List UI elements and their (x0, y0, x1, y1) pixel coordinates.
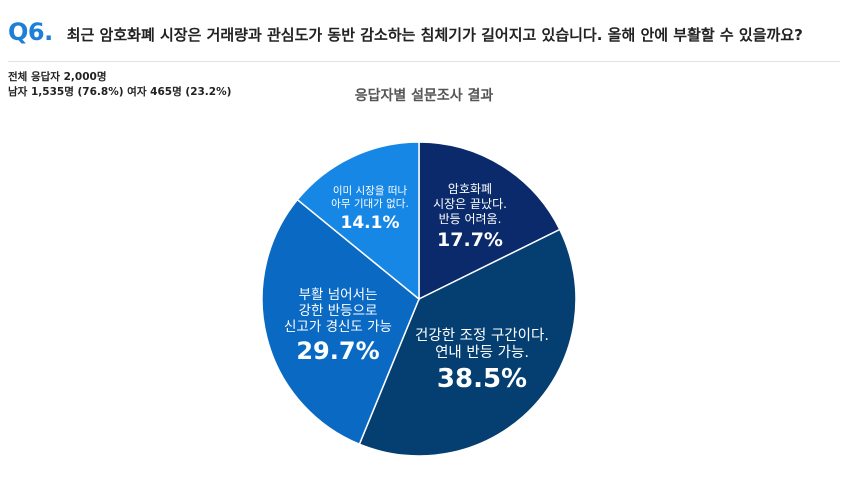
total-respondents: 전체 응답자 2,000명 (8, 71, 107, 83)
slice-3-percent: 29.7% (296, 337, 379, 365)
question-number: Q6. (8, 18, 53, 46)
slice-4-label-line: 이미 시장을 떠나 (333, 185, 408, 197)
question-header: Q6. 최근 암호화폐 시장은 거래량과 관심도가 동반 감소하는 침체기가 길… (8, 18, 840, 46)
slice-4-label-line: 아무 기대가 없다. (331, 197, 409, 210)
slice-1-label-line: 반등 어려움. (439, 212, 502, 226)
slice-3-label-line: 강한 반등으로 (299, 303, 378, 319)
slice-3-label-line: 부활 넘어서는 (299, 287, 378, 303)
slice-1-percent: 17.7% (437, 229, 503, 251)
respondent-stats: 전체 응답자 2,000명 남자 1,535명 (76.8%) 여자 465명 … (8, 70, 231, 100)
slice-4-percent: 14.1% (341, 213, 400, 233)
pie-slice-4 (296, 141, 420, 301)
gender-breakdown: 남자 1,535명 (76.8%) 여자 465명 (23.2%) (8, 86, 232, 98)
slice-2-label-line: 연내 반등 가능. (435, 344, 529, 361)
chart-title: 응답자별 설문조사 결과 (354, 88, 494, 104)
divider (8, 61, 840, 62)
slice-2-percent: 38.5% (437, 364, 527, 394)
pie-slice-1 (418, 141, 561, 301)
slice-1-label-line: 암호화폐 (448, 182, 492, 196)
pie-slice-3 (261, 198, 420, 446)
slice-3-label-line: 신고가 경신도 가능 (284, 319, 392, 335)
slice-2-label-line: 건강한 조정 구간이다. (415, 327, 549, 344)
slice-1-label-line: 시장은 끝났다. (433, 197, 507, 211)
pie-slice-2 (358, 228, 577, 457)
question-text: 최근 암호화폐 시장은 거래량과 관심도가 동반 감소하는 침체기가 길어지고 … (66, 26, 803, 44)
